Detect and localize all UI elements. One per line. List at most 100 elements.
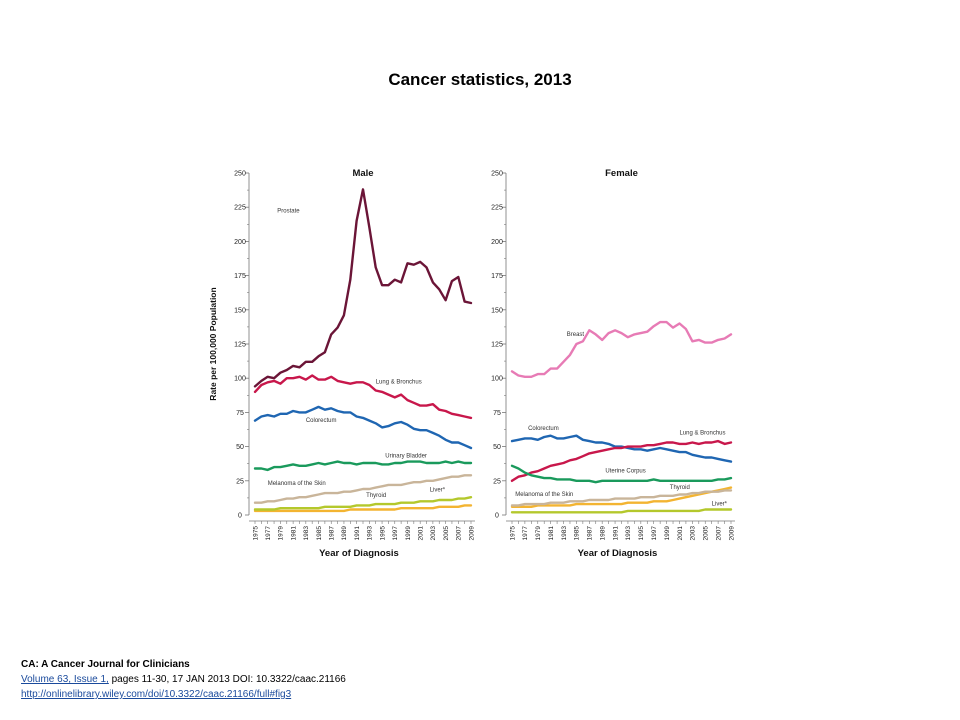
figure-url-link[interactable]: http://onlinelibrary.wiley.com/doi/10.33…: [21, 689, 292, 700]
x-tick-label: 1979: [278, 526, 285, 541]
series-line-thyroid: [510, 486, 733, 508]
y-tick-label: 150: [491, 307, 503, 314]
journal-name: CA: A Cancer Journal for Clinicians: [21, 659, 190, 670]
x-tick-label: 1999: [405, 526, 412, 541]
x-tick-label: 1989: [341, 526, 348, 541]
y-tick-label: 75: [493, 410, 501, 417]
y-tick-label: 25: [493, 478, 501, 485]
series-label-liver: Liver*: [430, 488, 446, 494]
y-tick-label: 100: [234, 376, 246, 383]
y-tick-label: 225: [491, 205, 503, 212]
series-label-lung-bronchus: Lung & Bronchus: [376, 380, 422, 386]
x-tick-label: 1997: [392, 526, 399, 541]
series-label-thyroid: Thyroid: [670, 485, 690, 491]
citation-details: pages 11-30, 17 JAN 2013 DOI: 10.3322/ca…: [108, 674, 346, 685]
series-line-lung-bronchus: [510, 439, 733, 482]
x-tick-label: 1987: [329, 526, 336, 541]
series-label-lung-bronchus: Lung & Bronchus: [679, 430, 725, 436]
panel-title: Female: [605, 168, 638, 179]
x-tick-label: 1977: [522, 526, 529, 541]
male-chart-panel: 0 25 50 75 100 125 150 175 200 225 250 1975 1977 1979…: [208, 168, 475, 559]
x-tick-label: 1989: [599, 526, 606, 541]
series-label-colorectum: Colorectum: [306, 418, 337, 424]
x-tick-label: 2007: [715, 526, 722, 541]
x-tick-label: 1985: [316, 526, 323, 541]
y-tick-label: 200: [234, 239, 246, 246]
series-label-urinary-bladder: Urinary Bladder: [385, 454, 427, 460]
y-tick-label: 225: [234, 205, 246, 212]
x-tick-label: 1981: [548, 526, 555, 541]
x-tick-label: 2001: [417, 526, 424, 541]
series-line-melanoma-of-the-skin: [253, 474, 473, 504]
series-line-breast: [510, 320, 733, 378]
x-tick-label: 2007: [456, 526, 463, 541]
x-tick-label: 1993: [625, 526, 632, 541]
series-line-prostate: [253, 188, 473, 388]
x-tick-label: 1981: [290, 526, 297, 541]
panel-title: Male: [352, 168, 373, 179]
slide-title: Cancer statistics, 2013: [388, 70, 572, 89]
y-tick-label: 175: [234, 273, 246, 280]
x-tick-label: 1979: [535, 526, 542, 541]
x-tick-label: 1975: [509, 526, 516, 541]
female-chart-panel: 0 25 50 75 100 125 150 175 200 225 250 1975 1977 1979…: [491, 168, 735, 559]
y-tick-label: 50: [493, 444, 501, 451]
series-label-breast: Breast: [567, 332, 585, 338]
y-tick-label: 0: [238, 513, 242, 520]
series-label-prostate: Prostate: [277, 209, 300, 215]
x-axis-title: Year of Diagnosis: [319, 548, 399, 559]
x-tick-label: 1985: [574, 526, 581, 541]
series-line-urinary-bladder: [253, 460, 473, 472]
y-tick-label: 175: [491, 273, 503, 280]
series-label-melanoma-of-the-skin: Melanoma of the Skin: [515, 492, 573, 498]
series-label-thyroid: Thyroid: [366, 493, 386, 499]
series-line-liver: [253, 496, 473, 511]
y-tick-label: 125: [491, 342, 503, 349]
x-tick-label: 2003: [430, 526, 437, 541]
x-tick-label: 1991: [354, 526, 361, 541]
x-tick-label: 2003: [690, 526, 697, 541]
series-line-melanoma-of-the-skin: [510, 489, 733, 507]
x-tick-label: 2005: [703, 526, 710, 541]
series-label-colorectum: Colorectum: [528, 426, 559, 432]
x-tick-label: 1983: [303, 526, 310, 541]
x-tick-label: 1995: [638, 526, 645, 541]
y-tick-label: 150: [234, 307, 246, 314]
series-line-colorectum: [510, 434, 733, 463]
x-tick-label: 1977: [265, 526, 272, 541]
x-tick-label: 1999: [664, 526, 671, 541]
x-axis-title: Year of Diagnosis: [578, 548, 658, 559]
x-tick-label: 1997: [651, 526, 658, 541]
x-tick-label: 1995: [379, 526, 386, 541]
series-line-uterine-corpus: [510, 464, 733, 484]
y-tick-label: 25: [236, 478, 244, 485]
x-tick-label: 1991: [612, 526, 619, 541]
series-label-liver: Liver*: [712, 501, 728, 507]
series-line-lung-bronchus: [253, 374, 473, 420]
y-tick-label: 250: [234, 171, 246, 178]
x-tick-label: 1993: [367, 526, 374, 541]
x-tick-label: 2001: [677, 526, 684, 541]
y-tick-label: 0: [495, 513, 499, 520]
y-tick-label: 75: [236, 410, 244, 417]
x-tick-label: 1987: [587, 526, 594, 541]
y-tick-label: 200: [491, 239, 503, 246]
volume-link[interactable]: Volume 63, Issue 1,: [21, 674, 109, 685]
x-tick-label: 1975: [252, 526, 259, 541]
x-tick-label: 2009: [468, 526, 475, 541]
series-line-liver: [510, 508, 733, 514]
y-axis-title: Rate per 100,000 Population: [208, 287, 218, 400]
citation-footer: CA: A Cancer Journal for Clinicians Volu…: [21, 657, 346, 702]
y-tick-label: 125: [234, 342, 246, 349]
citation-line: Volume 63, Issue 1, pages 11-30, 17 JAN …: [21, 672, 346, 687]
x-tick-label: 2005: [443, 526, 450, 541]
y-tick-label: 250: [491, 171, 503, 178]
series-label-uterine-corpus: Uterine Corpus: [605, 469, 645, 475]
x-tick-label: 2009: [728, 526, 735, 541]
y-tick-label: 50: [236, 444, 244, 451]
series-label-melanoma-of-the-skin: Melanoma of the Skin: [268, 481, 326, 487]
series-line-colorectum: [253, 405, 473, 450]
series-line-thyroid: [253, 504, 473, 513]
x-tick-label: 1983: [561, 526, 568, 541]
